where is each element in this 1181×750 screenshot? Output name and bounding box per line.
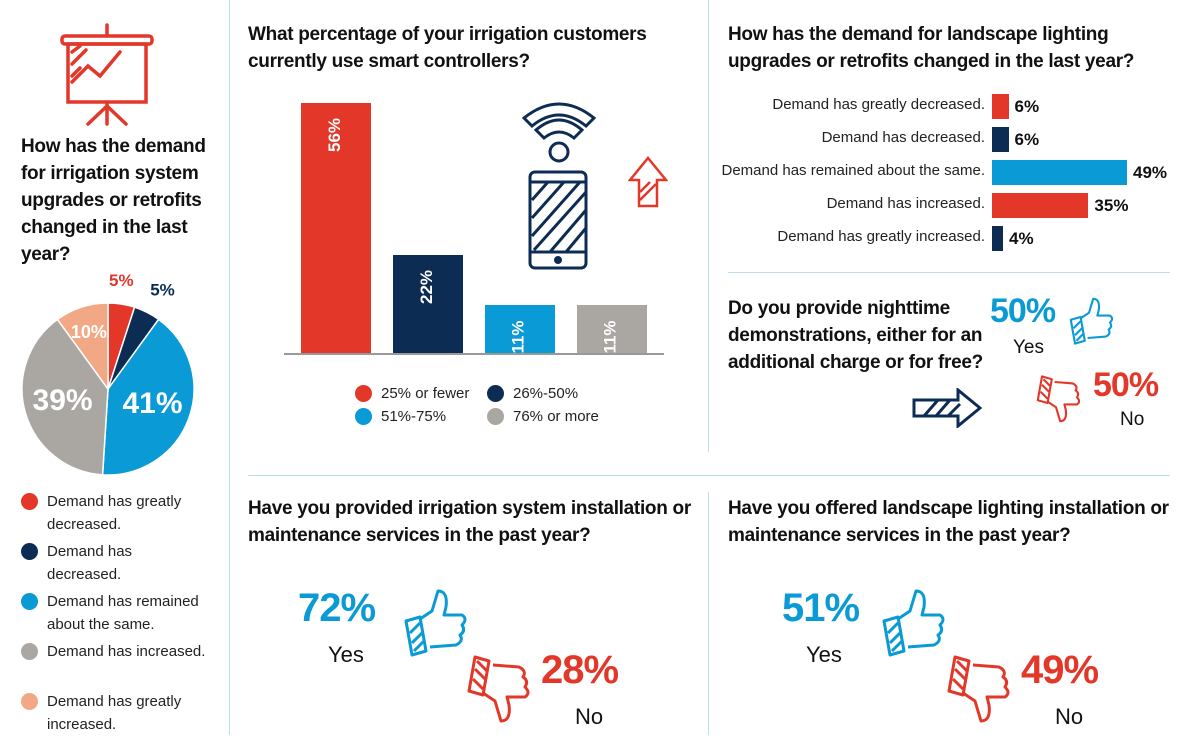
thumbs-up-icon [402,587,468,662]
legend-label: Demand has remained about the same. [47,593,199,633]
bar [485,304,555,354]
legend-item: 51%-75% [355,405,446,428]
nighttime-yes-label: Yes [1013,337,1044,358]
lighting-yes-label: Yes [806,642,842,667]
legend-label: Demand has decreased. [47,543,133,583]
right-top-question: How has the demand for landscape lightin… [728,24,1135,72]
legend-label: 25% or fewer [381,385,470,402]
legend-item: Demand has decreased. [21,540,206,586]
legend-item: Demand has greatly decreased. [21,490,206,536]
irrigation-no-value: 28% [541,648,619,692]
bar [992,94,1009,119]
legend-label: Demand has greatly decreased. [47,493,182,533]
pie-slice [21,318,109,476]
nighttime-question: Do you provide nighttime demonstrations,… [728,298,983,373]
legend-swatch [487,408,504,425]
bar-data-label: 35% [1094,196,1129,215]
legend-label: Demand has greatly increased. [47,693,182,733]
thumbs-down-icon [465,655,531,730]
legend-label: 26%-50% [513,385,579,402]
thumbs-down-icon [1035,375,1081,428]
legend-swatch [21,543,38,560]
smartphone-icon [528,170,588,270]
divider [229,0,230,735]
bar-category-label: Demand has remained about the same. [721,162,986,179]
legend-item: 26%-50% [487,382,578,405]
legend-item: Demand has greatly increased. [21,690,206,736]
bar [577,304,647,354]
pie-data-label: 5% [150,281,175,300]
axis-baseline [284,353,664,355]
left-question: How has the demand for irrigation system… [21,136,206,265]
bar-data-label: 22% [417,270,437,305]
thumbs-up-icon [880,587,946,662]
bar-category-label: Demand has greatly decreased. [772,96,985,113]
bar [992,193,1089,218]
nighttime-no-label: No [1120,409,1145,430]
legend-item: Demand has remained about the same. [21,590,206,636]
pie-slice [56,302,109,392]
irrigation-services-question: Have you provided irrigation system inst… [248,498,691,546]
bar-category-label: Demand has greatly increased. [777,228,985,245]
legend-label: Demand has increased. [47,643,206,660]
right-arrow-icon [912,388,982,428]
divider [708,0,709,452]
legend-label: 51%-75% [381,408,447,425]
legend-swatch [21,593,38,610]
middle-question: What percentage of your irrigation custo… [248,24,647,72]
bar [992,127,1009,152]
pie-data-label: 5% [109,271,134,290]
bar [301,103,371,354]
irrigation-no-label: No [575,704,604,729]
lighting-no-label: No [1055,704,1084,729]
legend-swatch [355,408,372,425]
legend-swatch [487,385,504,402]
nighttime-yes-value: 50% [990,292,1056,330]
bar [992,226,1004,251]
legend-item: Demand has increased. [21,640,206,663]
legend-swatch [21,643,38,660]
bar-data-label: 11% [600,320,620,354]
pie-data-label: 39% [33,384,93,417]
bar-data-label: 11% [508,320,528,354]
lighting-yes-value: 51% [782,586,860,630]
thumbs-down-icon [945,655,1011,730]
bar [393,255,463,354]
divider [708,492,709,735]
irrigation-yes-label: Yes [328,642,364,667]
presentation-chart-icon [60,23,154,126]
bar-data-label: 4% [1009,229,1034,248]
bar-data-label: 49% [1133,163,1168,182]
legend-swatch [21,693,38,710]
nighttime-no-value: 50% [1093,366,1159,404]
up-arrow-icon [628,156,668,208]
pie-slice [101,318,195,476]
legend-swatch [21,493,38,510]
bar-category-label: Demand has increased. [826,195,985,212]
bar-data-label: 6% [1014,130,1040,149]
bar [992,160,1127,185]
lighting-no-value: 49% [1021,648,1099,692]
wifi-icon [521,102,597,163]
pie-chart: 5% 5% 41% 39% 10% [21,271,195,476]
legend-item: 76% or more [487,405,599,428]
legend-label: 76% or more [513,408,599,425]
bar-data-label: 6% [1014,97,1040,116]
irrigation-yes-value: 72% [298,586,376,630]
bar-category-label: Demand has decreased. [821,129,985,146]
divider [728,272,1170,273]
divider [248,475,1170,476]
lighting-services-question: Have you offered landscape lighting inst… [728,498,1169,546]
pie-data-label: 10% [71,322,107,342]
legend-swatch [355,385,372,402]
legend-item: 25% or fewer [355,382,469,405]
bar-data-label: 56% [325,117,345,153]
thumbs-up-icon [1068,296,1114,349]
pie-data-label: 41% [122,387,182,420]
